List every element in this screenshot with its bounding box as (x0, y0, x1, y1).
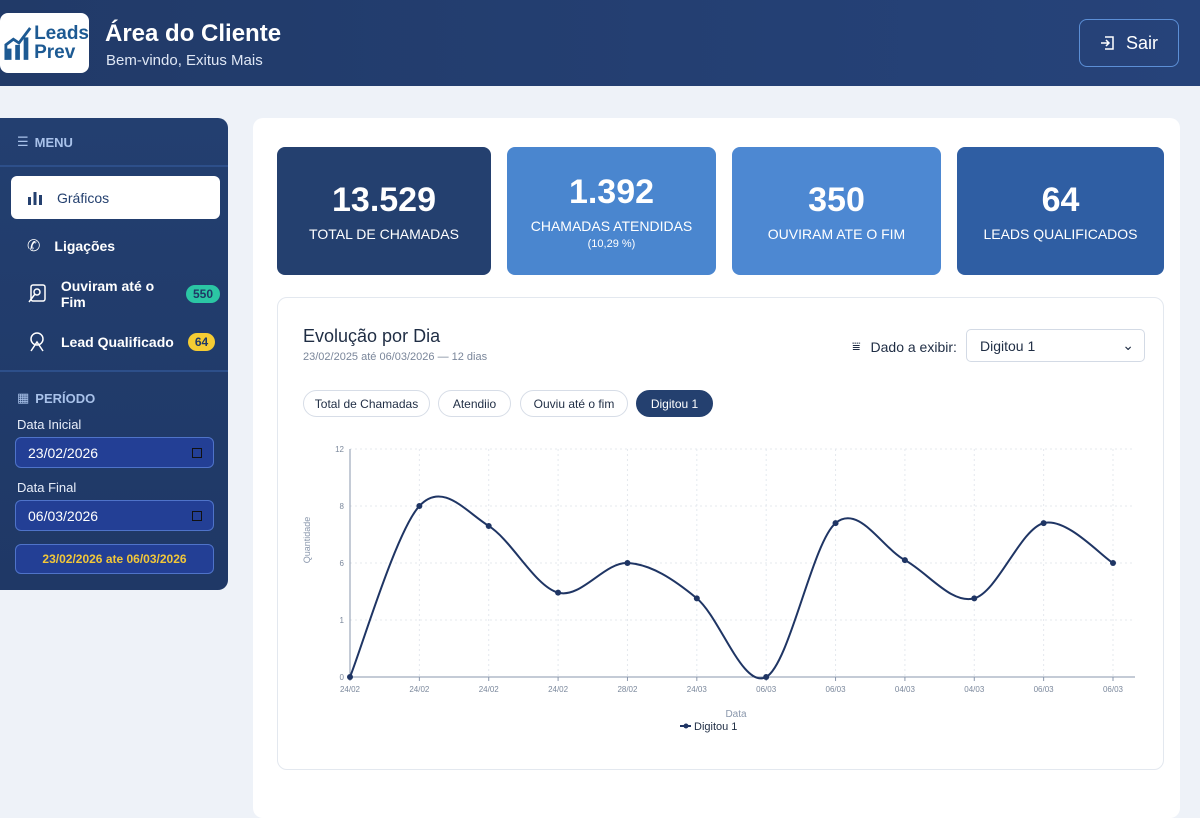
logout-button[interactable]: Sair (1079, 19, 1179, 67)
x-tick-label: 06/03 (1103, 685, 1124, 694)
menu-icon: ☰ (17, 134, 29, 149)
stat-card-leads: 64 LEADS QUALIFICADOS (957, 147, 1164, 275)
data-point (832, 520, 839, 527)
data-select[interactable]: Digitou 1 ⌄ (966, 329, 1145, 362)
x-axis-label: Data (725, 709, 747, 720)
sidebar-item-lead-qualificado[interactable]: Lead Qualificado 64 (11, 320, 220, 363)
pill-total-chamadas[interactable]: Total de Chamadas (303, 390, 430, 417)
qualified-icon (30, 331, 44, 351)
data-point (485, 522, 492, 529)
x-tick-label: 24/02 (409, 685, 430, 694)
sidebar-item-ligacoes[interactable]: ✆ Ligações (11, 224, 220, 267)
line-chart: 0 1 6 8 12 24/02 24/02 24/02 24/02 28/02 24/03 06/0… (302, 445, 1135, 733)
data-select-label: ⩸ Dado a exibir: (852, 338, 957, 355)
count-badge: 64 (187, 332, 216, 351)
sidebar-item-label: Ligações (54, 237, 116, 254)
x-tick-label: 06/03 (826, 685, 847, 694)
top-header: Leads Prev Área do Cliente Bem-vindo, Exi… (0, 0, 1200, 86)
data-point (1040, 520, 1047, 527)
chevron-down-icon: ⌄ (1122, 337, 1134, 353)
data-point (693, 595, 700, 602)
data-point (624, 560, 631, 566)
calendar-icon[interactable] (192, 510, 202, 521)
y-tick-label: 8 (340, 502, 345, 511)
logo-chart-icon (4, 27, 32, 60)
sidebar-item-label: Lead Qualificado (61, 333, 174, 350)
stat-card-ouviram: 350 OUVIRAM ATE O FIM (732, 147, 941, 275)
stat-card-total: 13.529 TOTAL DE CHAMADAS (277, 147, 491, 275)
x-tick-label: 24/02 (340, 685, 361, 694)
sidebar-item-graficos[interactable]: Gráficos (11, 176, 220, 219)
period-heading: ▦ PERÍODO (17, 390, 96, 406)
pill-ouviu[interactable]: Ouviu até o fim (520, 390, 628, 417)
data-point (555, 589, 562, 596)
y-tick-label: 12 (335, 445, 344, 454)
start-date-label: Data Inicial (17, 417, 82, 432)
sidebar-item-label: Ouviram até o Fim (60, 277, 155, 310)
chart-card (277, 297, 1164, 770)
pill-atendido[interactable]: Atendiio (438, 390, 511, 417)
data-point (763, 674, 770, 680)
leadsprev-logo: Leads Prev (0, 13, 89, 73)
chart-title: Evolução por Dia (303, 326, 441, 346)
y-tick-label: 6 (340, 559, 345, 568)
data-point (901, 557, 908, 564)
x-tick-label: 04/03 (964, 685, 985, 694)
pill-digitou[interactable]: Digitou 1 (636, 390, 713, 417)
divider (0, 165, 228, 167)
y-tick-label: 0 (340, 673, 345, 682)
filter-icon: ⩸ (852, 338, 861, 354)
calendar-icon: ▦ (17, 390, 30, 405)
x-tick-label: 24/02 (479, 685, 500, 694)
x-tick-label: 24/03 (687, 685, 708, 694)
data-point (347, 674, 353, 680)
sidebar: ☰ MENU Gráficos ✆ Ligações Ouviram até o … (0, 118, 228, 590)
menu-heading: ☰ MENU (17, 134, 73, 150)
series-line (349, 495, 1114, 680)
x-tick-label: 06/03 (756, 685, 777, 694)
y-axis-label: Quantidade (302, 517, 312, 564)
page-title: Área do Cliente (105, 20, 282, 47)
chart-subtitle: 23/02/2025 até 06/03/2026 — 12 dias (303, 351, 488, 363)
sidebar-item-ouviram[interactable]: Ouviram até o Fim 550 (11, 272, 220, 315)
divider (0, 370, 228, 372)
stat-card-atendidas: 1.392 CHAMADAS ATENDIDAS (10,29 %) (507, 147, 716, 275)
logo-text-prev: Prev (34, 42, 76, 63)
logout-label: Sair (1125, 32, 1158, 53)
end-date-input[interactable]: 06/03/2026 (15, 500, 214, 531)
bar-chart-icon (28, 191, 42, 205)
count-badge: 550 (185, 284, 220, 303)
x-tick-label: 06/03 (1034, 685, 1055, 694)
listen-icon (28, 283, 46, 302)
calendar-icon[interactable] (192, 447, 202, 458)
phone-icon: ✆ (27, 237, 41, 255)
y-tick-label: 1 (340, 616, 345, 625)
data-point (971, 595, 978, 602)
data-point (1110, 560, 1116, 566)
period-range-button[interactable]: 23/02/2026 ate 06/03/2026 (15, 544, 214, 574)
sidebar-item-label: Gráficos (57, 189, 110, 206)
legend-label: Digitou 1 (694, 721, 737, 733)
legend-marker (683, 723, 689, 729)
welcome-text: Bem-vindo, Exitus Mais (106, 52, 263, 69)
x-tick-label: 28/02 (617, 685, 638, 694)
data-point (416, 503, 423, 509)
x-tick-label: 04/03 (895, 685, 916, 694)
logo-text-leads: Leads (34, 23, 89, 44)
logout-icon (1100, 36, 1114, 50)
end-date-label: Data Final (17, 480, 77, 495)
x-tick-label: 24/02 (548, 685, 569, 694)
start-date-input[interactable]: 23/02/2026 (15, 437, 214, 468)
